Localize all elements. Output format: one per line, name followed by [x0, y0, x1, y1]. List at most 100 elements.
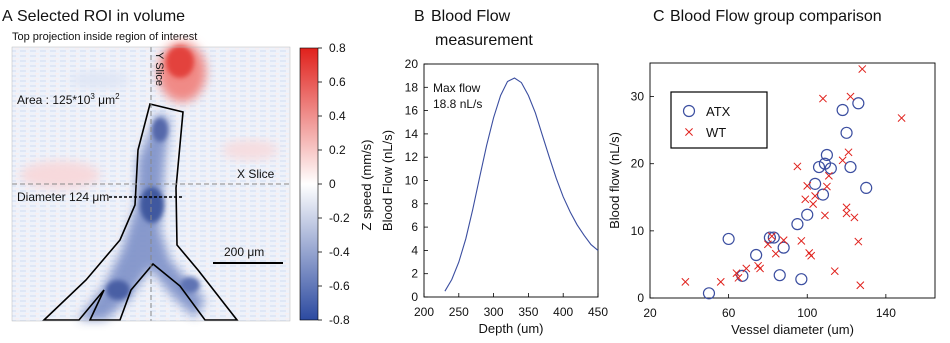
roi-outline: [42, 103, 239, 321]
atx-point: [809, 177, 822, 190]
y-tick-label: 16: [405, 104, 419, 118]
y-axis-label: Blood flow (nL/s): [607, 132, 622, 229]
panel-c-letter: C: [653, 8, 665, 25]
y-slice-label: Y Slice: [153, 52, 165, 86]
panel-c-title: Blood Flow group comparison: [670, 8, 882, 25]
group-scatter-plot: 20 60 100 140 0 10 20 30 ATX WT Vessel diameter (u…: [607, 62, 936, 337]
scale-bar-label: 200 μm: [224, 245, 264, 259]
wt-point: [809, 200, 818, 208]
x-tick-label: 60: [722, 306, 736, 320]
wt-point: [842, 203, 851, 212]
wt-point: [897, 114, 906, 123]
atx-point: [820, 148, 833, 162]
y-tick-label: 20: [405, 57, 419, 71]
panel-a-subtitle: Top projection inside region of interest: [12, 31, 197, 43]
wt-point: [803, 181, 812, 190]
atx-point: [860, 181, 873, 194]
x-tick-label: 400: [553, 305, 573, 319]
flow-line-plot: 200 250 300 350 400 450 0 2 4 6 8 10 12 14 16 18 20 Max f…: [380, 57, 608, 336]
wt-point: [734, 273, 743, 282]
y-axis-label: Blood Flow (nL/s): [380, 130, 395, 231]
legend-label-atx: ATX: [706, 104, 731, 119]
legend-marker-wt: [685, 128, 693, 136]
wt-point: [856, 281, 865, 290]
x-tick-label: 350: [518, 305, 538, 319]
y-tick-label: 14: [405, 127, 419, 141]
y-tick-label: 30: [631, 90, 645, 104]
atx-point: [836, 103, 849, 117]
wt-point: [819, 94, 827, 103]
y-tick-label: 2: [411, 267, 418, 281]
wt-point: [842, 209, 851, 218]
atx-point: [795, 273, 808, 286]
x-slice-label: X Slice: [237, 167, 275, 181]
wt-point: [797, 236, 806, 245]
panel-c: C Blood Flow group comparison 20 60 100 140…: [607, 8, 936, 337]
atx-point: [763, 231, 776, 244]
legend-marker-atx: [682, 104, 696, 118]
y-tick-label: 8: [411, 197, 418, 211]
wt-point: [801, 195, 810, 204]
plot-frame: [649, 62, 936, 299]
x-axis-label: Vessel diameter (um): [731, 322, 854, 337]
colorbar-tick-label: -0.2: [329, 211, 350, 225]
wt-point: [822, 182, 831, 191]
x-tick-label: 200: [414, 305, 434, 319]
area-label: Area : 125*103 μm2: [17, 92, 120, 107]
wt-point: [732, 269, 741, 278]
y-tick-label: 18: [405, 80, 419, 94]
wt-point: [793, 162, 802, 171]
x-tick-label: 100: [797, 306, 817, 320]
atx-point: [750, 248, 763, 262]
x-axis-label: Depth (um): [478, 321, 543, 336]
y-tick-label: 10: [631, 224, 645, 238]
atx-point: [840, 126, 853, 139]
annotation-max-flow: Max flow: [433, 81, 481, 95]
x-tick-label: 300: [484, 305, 504, 319]
legend-label-wt: WT: [706, 125, 726, 140]
atx-point: [844, 160, 857, 174]
atx-point: [812, 160, 826, 174]
wt-point: [824, 171, 833, 180]
wt-point: [854, 237, 863, 246]
annotation-max-flow-value: 18.8 nL/s: [433, 97, 482, 111]
y-tick-label: 10: [405, 174, 419, 188]
legend-box: [670, 91, 768, 149]
atx-point: [852, 97, 865, 110]
diameter-label: Diameter 124 μm: [17, 190, 109, 204]
y-tick-label: 4: [411, 243, 418, 257]
panel-b-title-line2: measurement: [435, 32, 533, 49]
colorbar-tick-label: 0.8: [329, 41, 346, 55]
panel-a-letter: A: [2, 8, 13, 25]
legend: ATX WT: [670, 91, 768, 149]
colorbar-tick-label: 0.4: [329, 109, 346, 123]
colorbar-tick-label: -0.4: [329, 245, 350, 259]
x-tick-label: 140: [876, 306, 896, 320]
wt-point: [756, 264, 765, 273]
colorbar-tick-label: 0.6: [329, 75, 346, 89]
atx-point: [816, 188, 830, 201]
y-tick-label: 20: [631, 157, 645, 171]
wt-point: [681, 277, 690, 286]
wt-point: [763, 240, 772, 249]
panel-a: A Selected ROI in volume Top projection …: [2, 8, 374, 327]
colorbar-label: Z speed (mm/s): [359, 139, 374, 230]
wt-point: [811, 191, 820, 200]
atx-point: [801, 208, 814, 221]
colorbar-tick-label: 0.2: [329, 143, 346, 157]
atx-point: [702, 287, 716, 300]
panel-b-title: Blood Flow: [431, 8, 511, 25]
wt-point: [858, 65, 867, 73]
wt-point: [838, 156, 847, 165]
colorbar-ticks: 0.8 0.6 0.4 0.2 0 -0.2 -0.4 -0.6 -0.8: [318, 41, 350, 327]
y-tick-label: 12: [405, 150, 419, 164]
roi-image: [11, 42, 291, 322]
y-tick-label: 0: [411, 290, 418, 304]
panel-b-letter: B: [414, 8, 425, 25]
panel-a-title: Selected ROI in volume: [17, 8, 185, 25]
atx-point: [722, 232, 735, 246]
atx-point: [777, 241, 790, 254]
panel-b: B Blood Flow measurement 200 250 300 350 400…: [380, 8, 608, 336]
wt-point: [716, 277, 725, 286]
atx-point: [767, 231, 780, 244]
